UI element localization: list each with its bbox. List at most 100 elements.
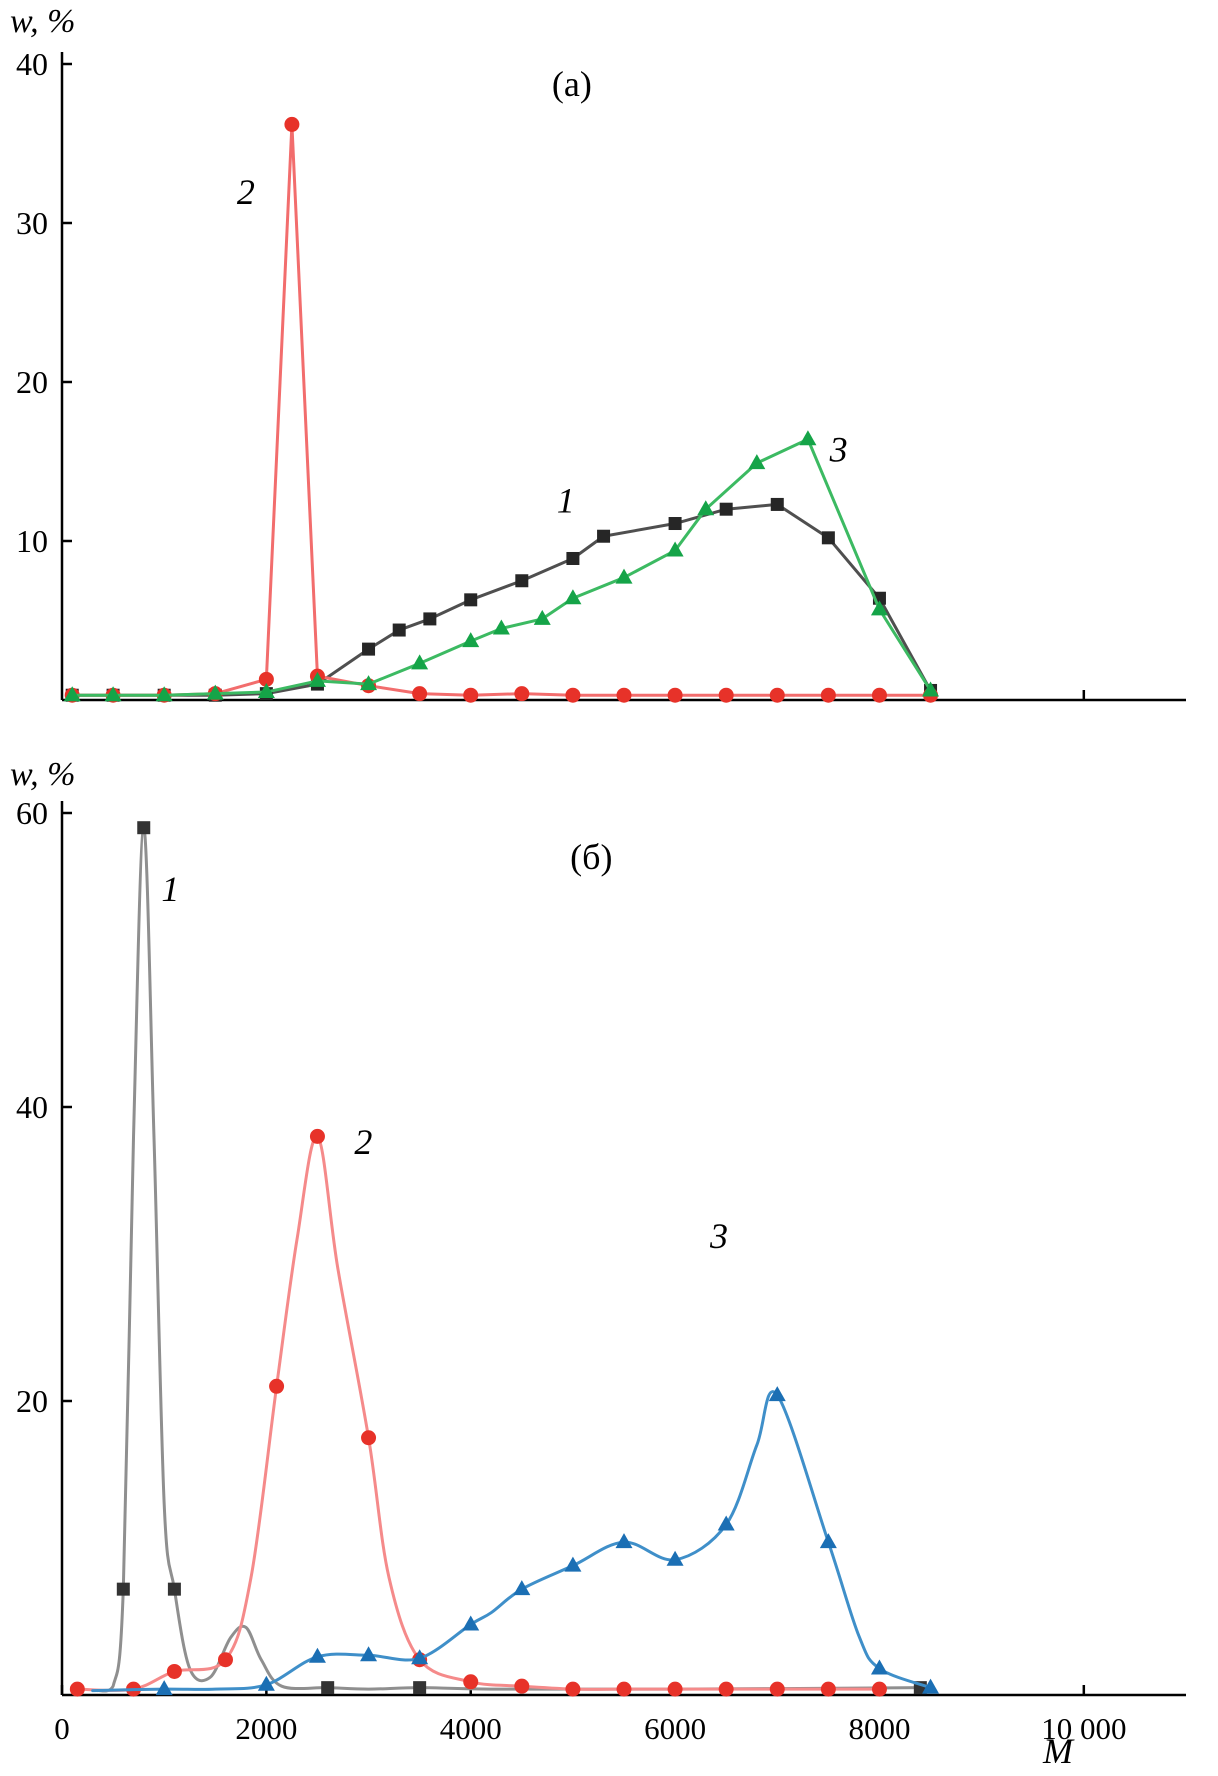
triangle-marker [411, 654, 429, 670]
circle-marker [69, 1681, 85, 1697]
series-1-line [96, 826, 922, 1693]
triangle-marker [799, 430, 817, 446]
triangle-marker [717, 1515, 735, 1531]
square-marker [392, 623, 406, 637]
panel-label: (б) [570, 837, 612, 877]
square-marker [668, 517, 682, 531]
square-marker [597, 529, 611, 543]
series-1-markers [116, 821, 927, 1695]
circle-marker [514, 1678, 530, 1694]
circle-marker [718, 1681, 734, 1697]
circle-marker [514, 686, 530, 702]
triangle-marker [411, 1649, 429, 1665]
circle-marker [463, 687, 479, 703]
triangle-marker [513, 1580, 531, 1596]
circle-marker [769, 1681, 785, 1697]
triangle-marker [360, 675, 378, 691]
triangle-marker [155, 686, 173, 702]
y-tick-label: 30 [16, 205, 48, 241]
triangle-marker [533, 609, 551, 625]
y-axis-label: w, % [10, 756, 75, 793]
y-tick-label: 20 [16, 364, 48, 400]
circle-marker [217, 1652, 233, 1668]
panel-b-chart: 0 2000 4000 6000 8000 10 000 20 40 60w, % M (б) 1 2 3 [10, 756, 1186, 1771]
triangle-marker [615, 1533, 633, 1549]
y-tick-label: 20 [16, 1383, 48, 1419]
curve-number-label: 1 [161, 869, 179, 909]
series-1-line [70, 502, 933, 697]
x-tick-label: 2000 [235, 1711, 297, 1746]
triangle-marker [462, 632, 480, 648]
x-tick-label: 4000 [440, 1711, 502, 1746]
circle-marker [871, 1681, 887, 1697]
series-2-line [75, 1134, 881, 1692]
square-marker [464, 593, 478, 607]
square-marker [515, 574, 529, 588]
triangle-marker [666, 541, 684, 557]
series-2-markers [64, 116, 939, 703]
triangle-marker [768, 1386, 786, 1402]
curve-number-label: 3 [709, 1216, 728, 1256]
triangle-marker [564, 589, 582, 605]
circle-marker [463, 1674, 479, 1690]
y-tick-label: 40 [16, 1089, 48, 1125]
curve-number-label: 1 [557, 480, 575, 520]
circle-marker [412, 686, 428, 702]
circle-marker [616, 687, 632, 703]
square-marker [719, 502, 733, 516]
series-1-markers [65, 497, 938, 702]
x-tick-label: 6000 [644, 1711, 706, 1746]
circle-marker [667, 687, 683, 703]
x-tick-label: 10 000 [1041, 1711, 1126, 1746]
triangle-marker [257, 1675, 275, 1691]
triangle-marker [206, 684, 224, 700]
triangle-marker [462, 1615, 480, 1631]
circle-marker [166, 1663, 182, 1679]
circle-marker [871, 687, 887, 703]
panel-label: (a) [552, 64, 592, 104]
circle-marker [820, 1681, 836, 1697]
circle-marker [309, 1128, 325, 1144]
panel-a-chart: 10 20 30 40 w, % (a) 2 1 3 [10, 3, 1186, 703]
triangle-marker [492, 619, 510, 635]
square-marker [116, 1582, 130, 1596]
circle-marker [361, 1430, 377, 1446]
square-marker [566, 551, 580, 565]
triangle-marker [666, 1550, 684, 1566]
triangle-marker [360, 1646, 378, 1662]
circle-marker [616, 1681, 632, 1697]
circle-marker [667, 1681, 683, 1697]
axes [60, 52, 1186, 702]
square-marker [423, 612, 437, 626]
circle-marker [769, 687, 785, 703]
y-tick-label: 40 [16, 46, 48, 82]
y-tick-label: 10 [16, 523, 48, 559]
curve-number-label: 2 [237, 172, 255, 212]
axes [60, 801, 1186, 1697]
circle-marker [269, 1378, 285, 1394]
circle-marker [258, 671, 274, 687]
triangle-marker [615, 568, 633, 584]
triangle-marker [922, 681, 940, 697]
circle-marker [718, 687, 734, 703]
series-3-line [70, 437, 933, 697]
series-3-line [91, 1390, 933, 1693]
square-marker [362, 642, 376, 656]
square-marker [321, 1681, 335, 1695]
curve-number-label: 2 [354, 1122, 372, 1162]
triangle-marker [257, 683, 275, 699]
square-marker [167, 1582, 181, 1596]
triangle-marker [922, 1678, 940, 1694]
triangle-marker [748, 454, 766, 470]
triangle-marker [308, 1647, 326, 1663]
curve-number-label: 3 [829, 430, 848, 470]
circle-marker [284, 116, 300, 132]
circle-marker [820, 687, 836, 703]
triangle-marker [155, 1680, 173, 1696]
triangle-marker [564, 1556, 582, 1572]
y-tick-label: 60 [16, 795, 48, 831]
square-marker [821, 531, 835, 545]
triangle-marker [870, 1659, 888, 1675]
triangle-marker [697, 500, 715, 516]
